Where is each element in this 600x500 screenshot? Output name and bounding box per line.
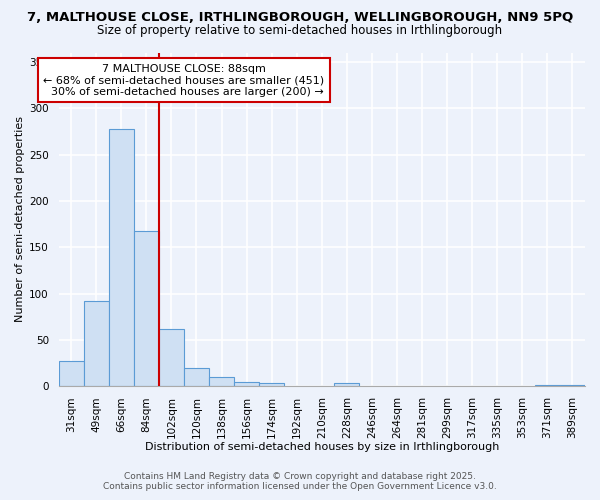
Text: Contains HM Land Registry data © Crown copyright and database right 2025.
Contai: Contains HM Land Registry data © Crown c… (103, 472, 497, 491)
X-axis label: Distribution of semi-detached houses by size in Irthlingborough: Distribution of semi-detached houses by … (145, 442, 499, 452)
Bar (134, 230, 159, 386)
Bar (334, 383, 359, 386)
Bar (535, 384, 560, 386)
Bar (159, 329, 184, 386)
Text: 7, MALTHOUSE CLOSE, IRTHLINGBOROUGH, WELLINGBOROUGH, NN9 5PQ: 7, MALTHOUSE CLOSE, IRTHLINGBOROUGH, WEL… (27, 11, 573, 24)
Bar (109, 128, 134, 386)
Bar (234, 382, 259, 386)
Bar (184, 368, 209, 386)
Bar (59, 360, 84, 386)
Y-axis label: Number of semi-detached properties: Number of semi-detached properties (15, 116, 25, 322)
Bar (84, 301, 109, 386)
Bar (560, 384, 585, 386)
Bar (209, 377, 234, 386)
Text: 7 MALTHOUSE CLOSE: 88sqm  
← 68% of semi-detached houses are smaller (451)
  30%: 7 MALTHOUSE CLOSE: 88sqm ← 68% of semi-d… (43, 64, 325, 97)
Text: Size of property relative to semi-detached houses in Irthlingborough: Size of property relative to semi-detach… (97, 24, 503, 37)
Bar (259, 383, 284, 386)
